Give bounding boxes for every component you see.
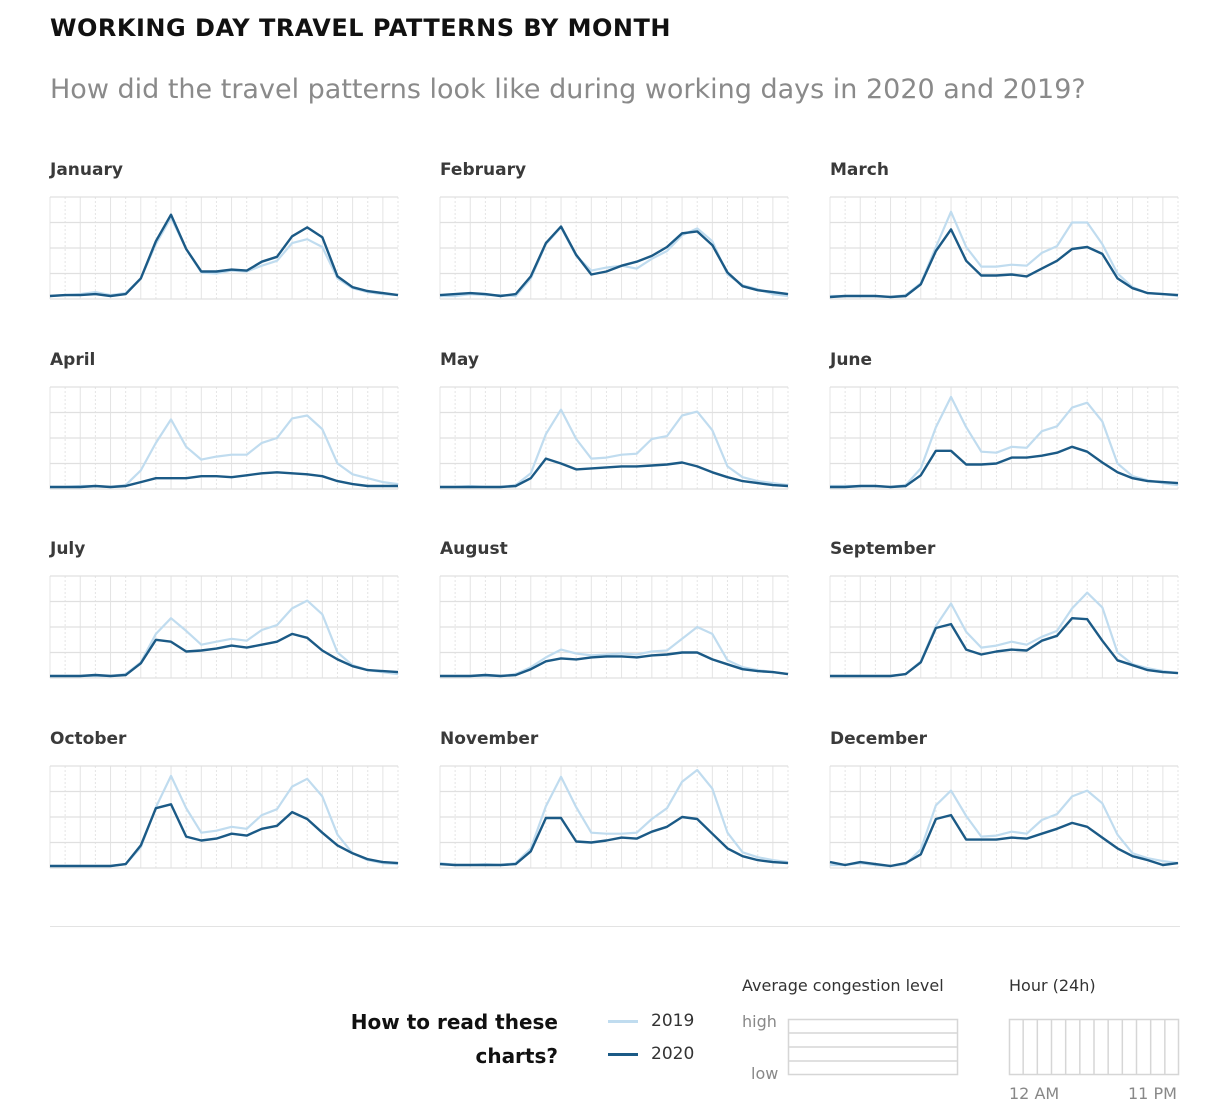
month-label-march: March [830,160,889,180]
page-title: WORKING DAY TRAVEL PATTERNS BY MONTH [50,14,671,42]
series-2020-line [50,471,398,489]
chart-october [49,765,399,869]
chart-february [439,196,789,300]
congestion-legend-box [787,1018,959,1076]
how-to-read-line-2: charts? [475,1044,558,1068]
congestion-low-label: low [751,1064,779,1083]
page-subtitle: How did the travel patterns look like du… [50,74,1086,105]
chart-september [829,575,1179,679]
chart-june [829,386,1179,490]
chart-november [439,765,789,869]
congestion-high-label: high [742,1012,777,1031]
month-label-september: September [830,539,936,559]
legend-swatch-2020 [608,1053,638,1056]
month-label-april: April [50,350,96,370]
series-2019-line [830,395,1179,489]
legend-swatch-2019 [608,1020,638,1023]
chart-july [49,575,399,679]
series-2019-line [440,408,789,489]
series-2019-line [830,789,1179,868]
month-label-october: October [50,729,127,749]
series-2020-line [49,213,399,298]
series-2020-line [829,228,1179,299]
month-label-june: June [830,350,873,370]
chart-december [829,765,1179,869]
chart-may [439,386,789,490]
series-2019-line [49,216,399,298]
legend-label-2020: 2020 [651,1044,695,1064]
hour-end-label: 11 PM [1128,1084,1177,1103]
congestion-legend-title: Average congestion level [742,976,944,995]
series-2020-line [830,445,1179,489]
how-to-read-line-1: How to read these [350,1010,558,1034]
hour-legend-title: Hour (24h) [1009,976,1096,995]
chart-april [49,386,399,490]
month-label-july: July [50,539,86,559]
month-label-january: January [50,160,123,180]
month-label-february: February [440,160,527,180]
series-2019-line [50,774,399,868]
series-2019-line [440,226,789,298]
chart-august [439,575,789,679]
series-2019-line [50,599,399,678]
hour-legend-box [1008,1018,1180,1076]
series-2020-line [440,457,789,489]
series-2020-line [50,803,399,868]
series-2020-line [829,813,1179,868]
hour-start-label: 12 AM [1009,1084,1060,1103]
divider [50,926,1180,927]
how-to-read-heading: How to read these charts? [340,1005,558,1073]
series-2020-line [50,632,399,678]
series-2020-line [440,651,789,678]
month-label-may: May [440,350,479,370]
legend-label-2019: 2019 [651,1011,695,1031]
chart-march [829,196,1179,300]
series-2020-line [439,225,789,298]
month-label-november: November [440,729,539,749]
series-2020-line [830,617,1179,678]
series-2020-line [439,815,789,867]
month-label-august: August [440,539,508,559]
month-label-december: December [830,729,928,749]
series-2019-line [440,625,789,678]
chart-january [49,196,399,300]
